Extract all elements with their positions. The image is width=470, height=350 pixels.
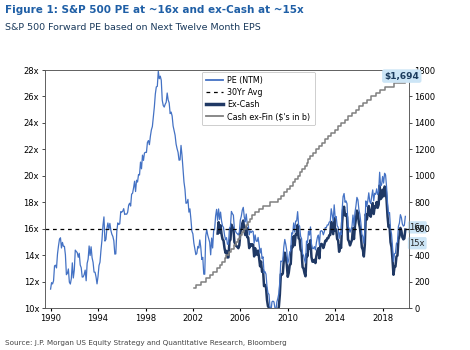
Text: 15x: 15x [409,239,425,248]
Text: Figure 1: S&P 500 PE at ~16x and ex-Cash at ~15x: Figure 1: S&P 500 PE at ~16x and ex-Cash… [5,5,304,15]
Text: $1,694: $1,694 [384,72,419,80]
Text: Source: J.P. Morgan US Equity Strategy and Quantitative Research, Bloomberg: Source: J.P. Morgan US Equity Strategy a… [5,341,286,346]
Text: S&P 500 Forward PE based on Next Twelve Month EPS: S&P 500 Forward PE based on Next Twelve … [5,23,260,32]
Text: 16x: 16x [409,223,425,232]
Legend: PE (NTM), 30Yr Avg, Ex-Cash, Cash ex-Fin ($'s in b): PE (NTM), 30Yr Avg, Ex-Cash, Cash ex-Fin… [202,72,314,125]
